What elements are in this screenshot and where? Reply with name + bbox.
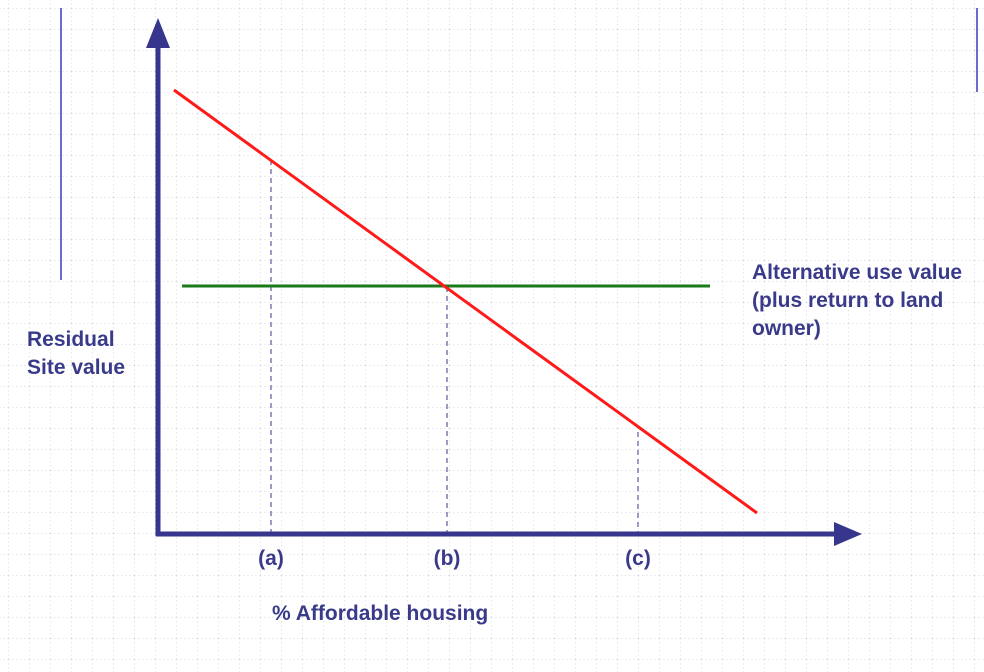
y-axis-arrowhead [146, 18, 170, 48]
alternative-use-label: Alternative use value (plus return to la… [752, 259, 962, 343]
x-axis-label: % Affordable housing [272, 602, 489, 625]
x-tick-label-c: (c) [625, 547, 651, 570]
alternative-use-label-line1: Alternative use value [752, 261, 963, 284]
y-axis-label: Residual Site value [27, 326, 125, 382]
x-axis-arrowhead [834, 522, 862, 546]
alternative-use-label-line3: owner) [752, 317, 821, 340]
alternative-use-label-line2: (plus return to land [752, 289, 944, 312]
y-axis-label-line2: Site value [27, 356, 126, 379]
x-tick-label-b: (b) [433, 547, 461, 570]
residual-site-value-line [173, 88, 758, 515]
x-tick-label-a: (a) [258, 547, 284, 570]
y-axis-label-line1: Residual [27, 328, 115, 351]
